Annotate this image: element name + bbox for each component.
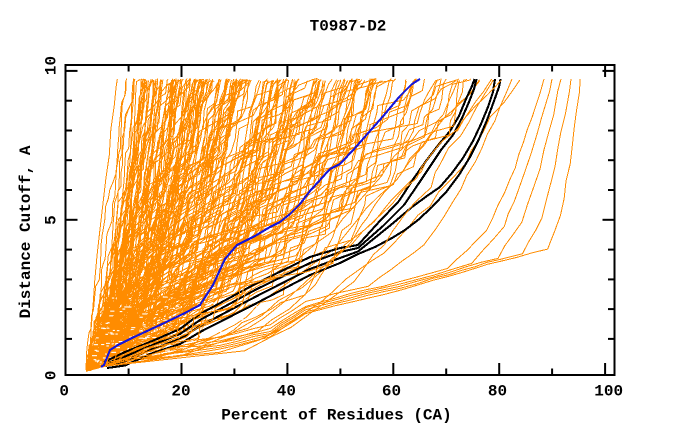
svg-text:T0987-D2: T0987-D2 — [310, 18, 387, 36]
svg-text:Distance Cutoff, A: Distance Cutoff, A — [17, 145, 35, 318]
svg-text:60: 60 — [382, 383, 401, 401]
svg-text:10: 10 — [43, 56, 61, 75]
svg-text:80: 80 — [488, 383, 507, 401]
svg-text:100: 100 — [594, 383, 623, 401]
svg-text:0: 0 — [43, 370, 61, 380]
svg-text:20: 20 — [171, 383, 190, 401]
svg-text:0: 0 — [59, 383, 69, 401]
svg-text:40: 40 — [277, 383, 296, 401]
svg-text:5: 5 — [43, 215, 61, 225]
svg-text:Percent of Residues (CA): Percent of Residues (CA) — [221, 407, 451, 425]
